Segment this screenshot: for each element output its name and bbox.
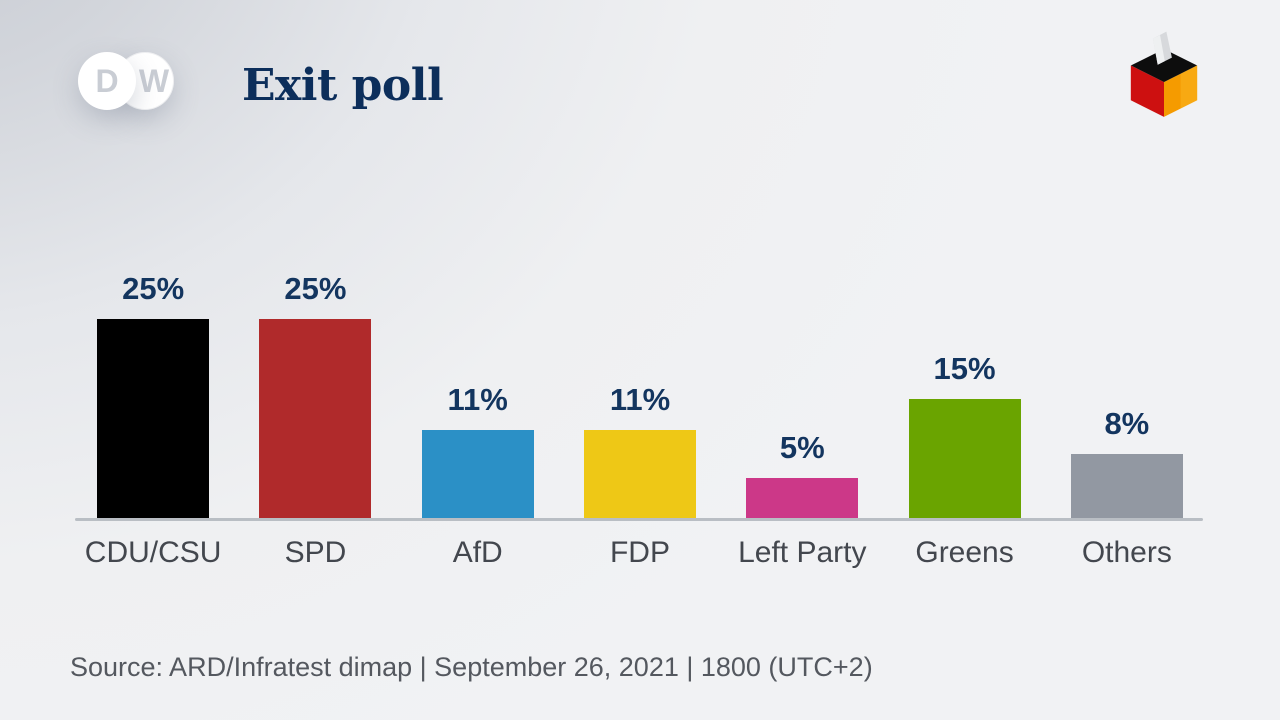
bar-value-label: 5% xyxy=(779,430,825,465)
ballot-box-right-face xyxy=(1164,65,1198,117)
bar-category-label: SPD xyxy=(284,536,347,569)
page-title: Exit poll xyxy=(242,60,444,111)
bar xyxy=(583,430,696,518)
ballot-box-left-shade xyxy=(1130,65,1164,117)
bar xyxy=(97,319,210,518)
ballot-paper-highlight xyxy=(1152,35,1165,65)
x-axis-line xyxy=(75,518,1203,521)
bar-slot: 25% SPD xyxy=(234,0,396,720)
dw-logo-w-letter: W xyxy=(138,62,170,99)
bar-category-label: Left Party xyxy=(738,536,867,569)
bar-value-label: 25% xyxy=(122,271,185,306)
source-caption: Source: ARD/Infratest dimap | September … xyxy=(70,652,873,682)
bar-slot: 15% Greens xyxy=(883,0,1045,720)
bar xyxy=(259,319,372,518)
dw-logo-d-circle: D xyxy=(78,52,136,110)
bar-value-label: 25% xyxy=(284,271,347,306)
bar-category-label: Others xyxy=(1081,536,1172,569)
ballot-box-right-highlight xyxy=(1180,65,1198,109)
bar-category-label: CDU/CSU xyxy=(84,536,222,569)
bar-chart: 25% CDU/CSU 25% SPD 11% AfD 11% FDP 5% Left Party… xyxy=(72,0,1208,720)
dw-logo-d-letter: D xyxy=(95,62,119,99)
bar-value-label: 11% xyxy=(447,382,508,417)
ballot-box-icon xyxy=(1130,31,1198,117)
bar xyxy=(908,399,1021,518)
bar-slot: 11% AfD xyxy=(397,0,559,720)
bar-slot: 8% Others xyxy=(1046,0,1208,720)
bar xyxy=(421,430,534,518)
bar-slot: 11% FDP xyxy=(559,0,721,720)
bar-value-label: 15% xyxy=(933,351,996,386)
bar-category-label: AfD xyxy=(452,536,503,569)
bar xyxy=(746,478,859,518)
bar-value-label: 11% xyxy=(609,382,671,417)
bar-slot: 25% CDU/CSU xyxy=(72,0,234,720)
dw-logo: W D xyxy=(78,52,174,110)
bar-category-label: FDP xyxy=(609,536,670,569)
ballot-box-top-face xyxy=(1130,48,1198,83)
bar-value-label: 8% xyxy=(1104,406,1150,441)
bar xyxy=(1070,454,1183,518)
ballot-box-left-face xyxy=(1130,65,1164,117)
bar-slot: 5% Left Party xyxy=(721,0,883,720)
bar-category-label: Greens xyxy=(915,536,1014,569)
